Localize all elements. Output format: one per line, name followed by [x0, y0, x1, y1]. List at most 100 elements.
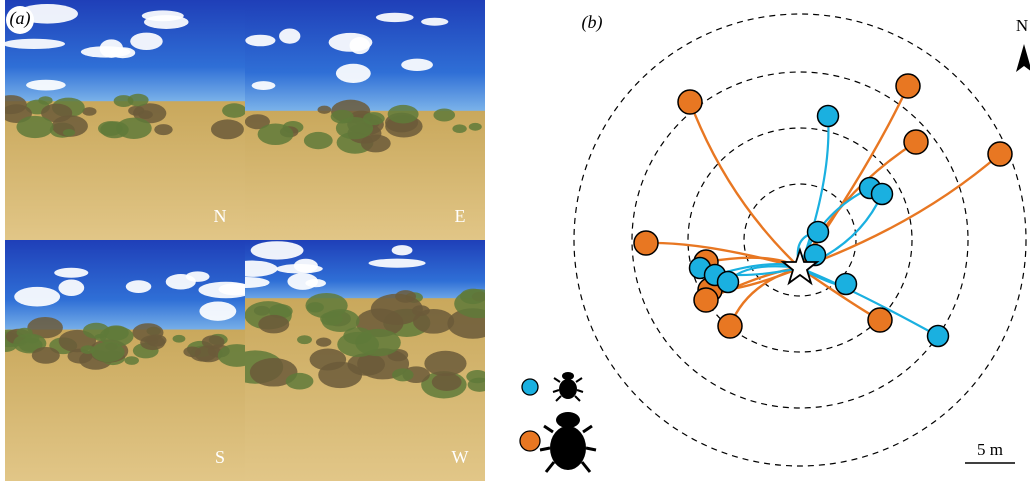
- bush: [217, 344, 245, 367]
- bush: [285, 372, 314, 390]
- ring: [573, 13, 1027, 467]
- bush: [116, 117, 152, 139]
- bush: [318, 361, 363, 389]
- bush: [80, 345, 96, 354]
- bush: [315, 337, 332, 347]
- cloud: [293, 258, 318, 273]
- scale-label: 5 m: [977, 440, 1003, 459]
- bush: [355, 328, 401, 357]
- north-label: N: [1016, 16, 1028, 35]
- large-beetle-endpoint: [895, 73, 921, 99]
- bush: [452, 124, 467, 134]
- bush: [140, 335, 166, 351]
- photo: S: [5, 240, 245, 481]
- bush: [360, 134, 391, 153]
- cloud: [421, 17, 449, 26]
- small-beetle-endpoint: [926, 324, 950, 348]
- cloud: [251, 81, 276, 91]
- bush: [127, 93, 149, 107]
- cloud: [130, 32, 163, 50]
- ring: [743, 183, 857, 297]
- bush: [468, 122, 482, 131]
- cloud: [5, 38, 65, 49]
- cloud: [335, 63, 371, 83]
- small-beetle-endpoint: [803, 243, 827, 267]
- bush: [201, 335, 225, 349]
- bush: [183, 346, 202, 358]
- cloud: [58, 279, 85, 297]
- bush: [454, 289, 485, 319]
- large-beetle-endpoint: [987, 141, 1013, 167]
- photo: E: [245, 0, 485, 240]
- cloud: [80, 46, 131, 58]
- bush: [387, 104, 419, 124]
- cloud: [218, 283, 245, 296]
- cloud: [245, 34, 276, 47]
- small-beetle-endpoint: [716, 270, 740, 294]
- large-beetle-endpoint: [867, 307, 893, 333]
- bush: [31, 346, 60, 364]
- bush: [154, 124, 173, 136]
- panel-label: (b): [582, 12, 603, 33]
- panel-label: (a): [10, 8, 31, 29]
- small-beetle-track: [799, 266, 939, 337]
- cloud: [14, 286, 61, 307]
- sky: [245, 0, 485, 121]
- bush: [113, 95, 134, 107]
- direction-label: E: [455, 206, 466, 226]
- bush: [411, 305, 430, 316]
- bush: [245, 114, 270, 130]
- large-beetle-endpoint: [903, 129, 929, 155]
- cloud: [185, 271, 210, 282]
- endpoints: [633, 73, 1013, 348]
- bush: [306, 302, 324, 313]
- bush: [467, 377, 485, 392]
- bush: [433, 108, 456, 122]
- cloud: [368, 258, 426, 268]
- bush: [317, 105, 332, 114]
- cloud: [391, 245, 413, 256]
- bush: [124, 356, 139, 365]
- cloud: [26, 79, 66, 91]
- bush: [303, 131, 333, 150]
- legend: [519, 372, 597, 473]
- bush: [222, 103, 245, 118]
- photo-panel: N E S W: [5, 0, 485, 481]
- cloud: [401, 58, 433, 71]
- release-star: [780, 247, 820, 286]
- cloud: [375, 12, 414, 23]
- bush: [16, 115, 54, 139]
- bush: [138, 110, 153, 119]
- north-arrow: [1016, 44, 1030, 72]
- bush: [82, 107, 97, 116]
- ring: [631, 71, 969, 409]
- small-beetle-endpoint: [870, 182, 894, 206]
- legend-small-dot: [521, 378, 539, 396]
- photo: W: [245, 240, 485, 481]
- bush: [62, 129, 76, 137]
- large-beetle-endpoint: [717, 313, 743, 339]
- small-beetle-endpoint: [834, 272, 858, 296]
- bush: [5, 95, 27, 115]
- bush: [257, 123, 294, 146]
- bush: [82, 322, 110, 339]
- cloud: [305, 279, 326, 288]
- bush: [172, 334, 186, 343]
- cloud: [279, 28, 301, 44]
- large-beetle-endpoint: [693, 287, 719, 313]
- cloud: [245, 260, 278, 277]
- large-beetle-track: [799, 153, 1001, 270]
- bush: [297, 335, 312, 345]
- bush: [330, 109, 354, 124]
- large-beetle-endpoint: [677, 89, 703, 115]
- direction-label: N: [214, 206, 227, 226]
- cloud: [54, 267, 89, 278]
- large-beetle-track: [688, 101, 801, 269]
- direction-label: W: [452, 447, 469, 467]
- ring: [687, 127, 913, 353]
- small-beetle: [552, 372, 584, 402]
- large-beetle-endpoint: [633, 230, 659, 256]
- legend-large-dot: [519, 430, 541, 452]
